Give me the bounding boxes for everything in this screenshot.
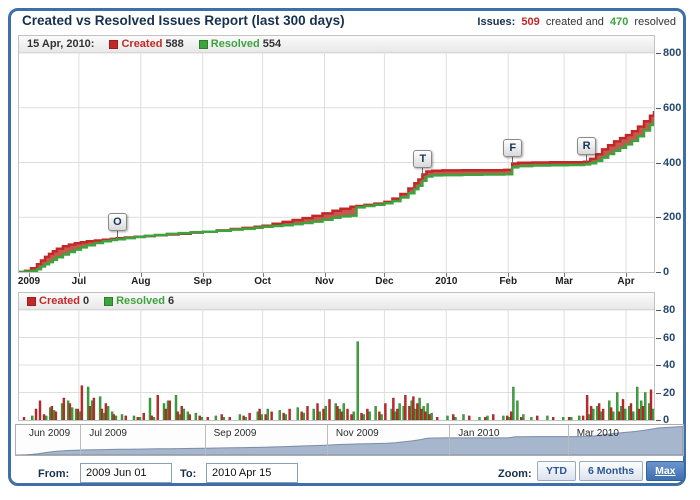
x-axis-label: Sep: [193, 276, 212, 287]
created-swatch-icon: [109, 39, 119, 49]
bar-legend-created-label: Created: [39, 295, 80, 307]
x-axis-label: Feb: [499, 276, 518, 287]
zoom-label: Zoom:: [498, 468, 532, 480]
x-axis-tick: [384, 273, 386, 277]
x-axis-tick: [564, 273, 566, 277]
bar-chart-panel: Created 0 Resolved 6: [18, 292, 655, 421]
y-axis-tick: [656, 310, 661, 311]
navigator-label: Jun 2009: [29, 428, 71, 439]
x-axis-tick: [28, 273, 30, 277]
y-axis-tick: [656, 53, 661, 54]
issues-created-count: 509: [521, 16, 540, 28]
bar-legend-created-value: 0: [82, 295, 90, 307]
y-axis-label: 40: [663, 359, 676, 371]
legend-date: 15 Apr, 2010:: [27, 38, 95, 50]
y-axis-label: 20: [663, 386, 676, 399]
series-flag-f[interactable]: F: [503, 138, 523, 157]
y-axis-label: 0: [663, 266, 670, 278]
navigator-label: Jul 2009: [89, 428, 127, 439]
navigator-divider: [326, 425, 328, 455]
navigator-divider: [567, 425, 569, 455]
x-axis-label: 2010: [435, 276, 458, 287]
navigator-label: Jan 2010: [458, 428, 500, 439]
x-axis-tick: [262, 273, 264, 277]
zoom-max-button[interactable]: Max: [646, 461, 685, 481]
created-swatch-icon: [27, 296, 36, 306]
x-axis-label: Apr: [617, 276, 635, 287]
issues-summary-label: Issues:: [477, 16, 516, 28]
y-axis-tick: [656, 420, 661, 421]
y-axis-tick: [656, 272, 661, 273]
issues-created-text: created and: [545, 16, 604, 28]
x-axis-tick: [324, 273, 326, 277]
x-axis-label: Dec: [375, 276, 394, 287]
y-axis-label: 800: [663, 47, 682, 59]
legend-created-value: 588: [165, 38, 184, 50]
y-axis-label: 80: [663, 304, 676, 316]
y-axis-label: 0: [663, 414, 670, 426]
from-date-input[interactable]: [80, 463, 172, 483]
bar-chart-legend: Created 0 Resolved 6: [19, 293, 654, 310]
page-title: Created vs Resolved Issues Report (last …: [22, 13, 345, 28]
legend-created-label: Created: [121, 38, 163, 50]
issues-resolved-count: 470: [610, 16, 629, 28]
to-label: To:: [180, 468, 197, 480]
range-navigator[interactable]: Jun 2009 Jul 2009 Sep 2009 Nov 2009 Jan 2010…: [15, 424, 684, 456]
zoom-ytd-button[interactable]: YTD: [537, 461, 576, 481]
flag-stem: [586, 152, 588, 162]
x-axis-tick: [140, 273, 142, 277]
resolved-swatch-icon: [104, 296, 114, 306]
bar-chart-plot[interactable]: [19, 309, 654, 420]
y-axis-tick: [656, 162, 661, 164]
y-axis-label: 400: [663, 156, 682, 169]
x-axis-tick: [626, 273, 628, 277]
y-axis-label: 60: [663, 331, 676, 344]
navigator-label: Nov 2009: [335, 428, 379, 439]
navigator-label: Mar 2010: [576, 428, 619, 439]
y-axis-tick: [656, 107, 661, 109]
issues-resolved-text: resolved: [634, 16, 676, 28]
to-date-input[interactable]: [206, 463, 298, 483]
navigator-divider: [204, 425, 206, 455]
y-axis-label: 200: [663, 211, 682, 224]
x-axis-label: Mar: [555, 276, 574, 287]
navigator-divider: [449, 425, 451, 455]
y-axis-tick: [656, 217, 661, 219]
series-flag-t[interactable]: T: [413, 149, 433, 168]
issues-summary: Issues: 509 created and 470 resolved: [474, 16, 676, 28]
series-flag-r[interactable]: R: [577, 136, 597, 155]
y-axis-tick: [656, 337, 661, 339]
x-axis-tick: [446, 273, 448, 277]
resolved-swatch-icon: [198, 39, 208, 49]
legend-resolved-label: Resolved: [210, 38, 260, 50]
flag-stem: [422, 165, 424, 175]
x-axis-tick: [78, 273, 80, 277]
x-axis-label: Jul: [71, 276, 87, 287]
main-chart-legend: 15 Apr, 2010: Created 588 Resolved 554: [19, 36, 654, 53]
navigator-label: Sep 2009: [213, 428, 257, 439]
y-axis-label: 600: [663, 101, 682, 114]
x-axis-label: Aug: [131, 276, 151, 287]
x-axis-tick: [508, 273, 510, 277]
main-chart-panel: 15 Apr, 2010: Created 588 Resolved 554: [18, 35, 655, 273]
x-axis-label: Nov: [315, 276, 334, 287]
flag-stem: [116, 229, 118, 239]
from-label: From:: [38, 468, 70, 480]
navigator-divider: [80, 425, 82, 455]
zoom-6months-button[interactable]: 6 Months: [579, 461, 644, 481]
y-axis-tick: [656, 392, 661, 394]
y-axis-tick: [656, 365, 661, 366]
flag-stem: [512, 154, 514, 164]
main-chart-plot[interactable]: [19, 52, 654, 272]
x-axis-label: 2009: [17, 276, 41, 287]
series-flag-o[interactable]: O: [107, 213, 127, 232]
x-axis-label: Oct: [254, 276, 271, 287]
bar-legend-resolved-value: 6: [168, 295, 175, 307]
x-axis-tick: [202, 273, 204, 277]
bar-legend-resolved-label: Resolved: [116, 295, 166, 307]
legend-resolved-value: 554: [262, 38, 282, 50]
zoom-button-group: YTD 6 Months Max: [537, 461, 685, 481]
navigator-area-chart[interactable]: [16, 425, 683, 455]
